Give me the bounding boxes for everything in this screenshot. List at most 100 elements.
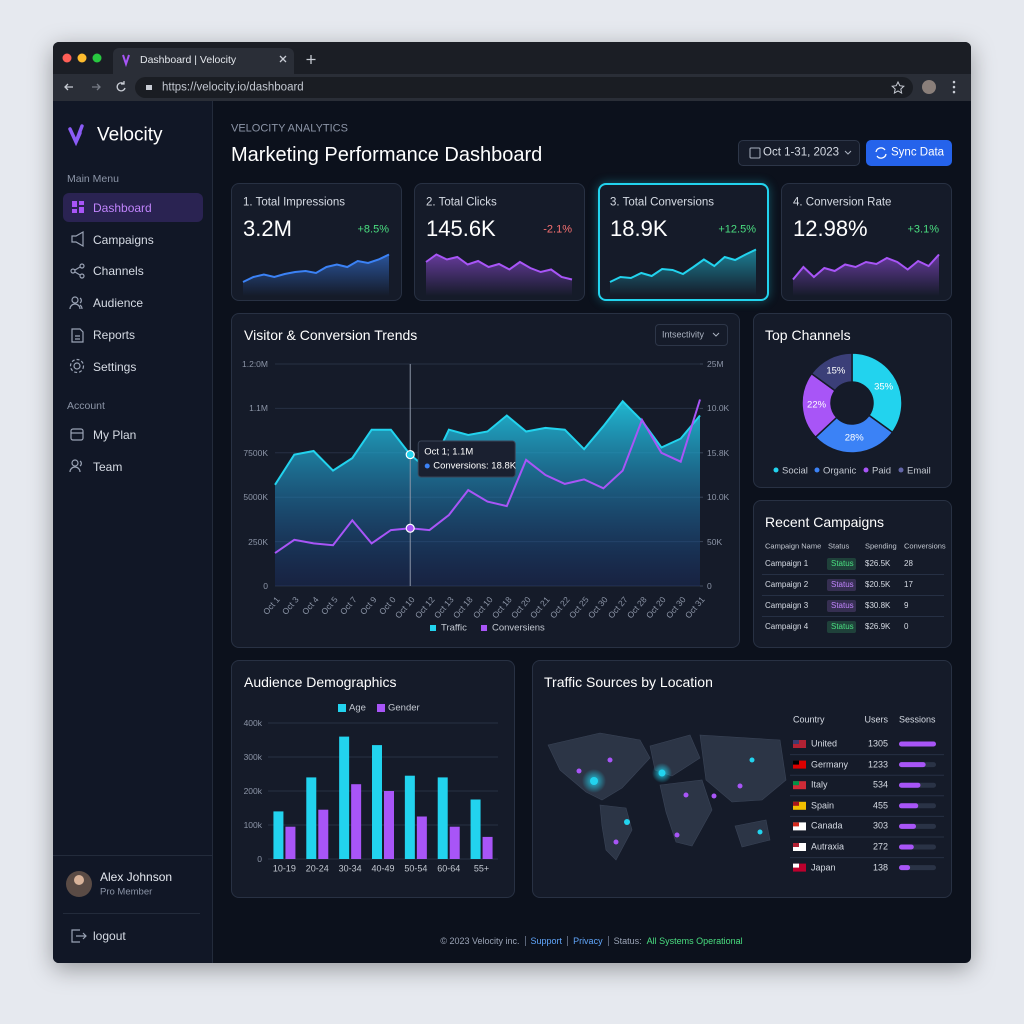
menu-item[interactable]: Settings — [93, 359, 137, 374]
y2-tick-label: 0 — [707, 580, 712, 591]
page-title: Marketing Performance Dashboard — [231, 144, 543, 166]
favicon — [122, 54, 130, 68]
users: 138 — [872, 862, 888, 873]
sparkline-fill — [426, 254, 572, 296]
url-field[interactable] — [135, 77, 913, 98]
date-picker[interactable] — [738, 140, 860, 166]
legend-swatch — [377, 704, 385, 712]
tooltip-title: Oct 1; 1.1M — [424, 446, 474, 458]
y-tick-label: 5000K — [243, 491, 268, 502]
user-name: Alex Johnson — [100, 870, 173, 884]
session-bar — [899, 865, 911, 871]
bar — [470, 799, 481, 859]
window-controls — [62, 53, 102, 63]
x-tick-label: 10-19 — [272, 863, 296, 874]
menu-item[interactable]: My Plan — [93, 428, 137, 442]
kpi-change: +8.5% — [357, 223, 390, 236]
legend-dot — [814, 467, 820, 473]
flag — [793, 863, 799, 868]
kpi-value: 18.9K — [610, 216, 668, 241]
status-label: Status — [831, 622, 854, 631]
y2-tick-label: 50K — [707, 536, 723, 547]
footer-link[interactable]: Support — [524, 936, 562, 946]
flag — [793, 760, 799, 765]
bookmark-star[interactable] — [891, 80, 905, 94]
copyright: © 2023 Velocity inc. — [440, 936, 520, 946]
session-bar — [899, 823, 917, 829]
bar — [318, 809, 329, 859]
tab[interactable] — [113, 48, 294, 74]
profile-avatar[interactable] — [922, 80, 936, 94]
table-cell: $20.5K — [865, 580, 891, 589]
x-tick-label: 40-49 — [371, 863, 395, 874]
slice-label: 28% — [844, 432, 864, 444]
slice-label: 15% — [826, 365, 846, 377]
donut-slice — [814, 414, 894, 454]
flag — [793, 822, 806, 831]
menu-item[interactable]: Channels — [93, 264, 144, 279]
sync-icon — [875, 147, 887, 159]
divider — [63, 913, 200, 914]
tooltip-text: Conversions: 18.8K — [433, 460, 517, 472]
flag — [793, 801, 799, 806]
flag — [793, 740, 799, 744]
table-cell: 17 — [904, 580, 913, 589]
legend-label: Age — [349, 702, 366, 714]
menu-item[interactable]: Campaigns — [93, 232, 154, 247]
tab-close[interactable] — [279, 55, 287, 63]
tooltip-dot — [424, 463, 430, 469]
series-line — [274, 399, 701, 486]
table-cell: $26.5K — [865, 559, 891, 568]
menu-item[interactable]: Reports — [93, 327, 136, 342]
y-tick-label: 1.1M — [249, 403, 268, 414]
map-markers — [576, 757, 763, 845]
status-text: All Systems Operational — [646, 936, 743, 946]
table-cell: Campaign 3 — [765, 601, 809, 610]
panel-title: Top Channels — [765, 327, 851, 343]
table-cell: $30.8K — [865, 601, 891, 610]
legend-label: Paid — [872, 465, 892, 477]
kpi-label: 1. Total Impressions — [243, 196, 346, 209]
menu-heading: Account — [67, 399, 105, 412]
minimize-dot[interactable] — [77, 53, 87, 63]
y2-tick-label: 15.8K — [707, 447, 730, 458]
filter-label[interactable]: Intsectivity — [662, 329, 705, 340]
session-bar — [899, 782, 921, 788]
flag — [793, 781, 806, 790]
session-bar — [899, 762, 926, 768]
table-cell: Campaign 2 — [765, 580, 809, 589]
active-menu-item[interactable] — [63, 193, 203, 222]
country: Canada — [811, 820, 843, 831]
sync-button[interactable] — [866, 140, 952, 166]
footer-link[interactable]: Privacy — [567, 936, 603, 946]
menu-item[interactable]: Team — [93, 459, 123, 474]
close-dot[interactable] — [62, 53, 72, 63]
forward-button[interactable] — [92, 83, 101, 91]
bar — [339, 736, 350, 859]
bar — [482, 836, 493, 859]
table-cell: 28 — [904, 559, 913, 568]
filter-dropdown[interactable] — [655, 324, 728, 346]
legend-dot — [898, 467, 904, 473]
reload-button[interactable] — [116, 81, 126, 92]
back-button[interactable] — [64, 83, 73, 91]
legend-label: Email — [907, 465, 931, 477]
series-line — [274, 399, 701, 554]
flag — [793, 740, 806, 748]
column-header: Status — [828, 541, 850, 551]
logout[interactable]: logout — [93, 929, 126, 943]
kpi-label: 3. Total Conversions — [610, 196, 714, 209]
chevron — [844, 150, 852, 155]
country: Italy — [811, 779, 828, 790]
legend-dot — [863, 467, 869, 473]
y2-tick-label: 10.0K — [707, 403, 730, 414]
menu-item[interactable]: Dashboard — [93, 201, 152, 215]
menu-item[interactable]: Audience — [93, 296, 144, 311]
new-tab[interactable] — [306, 55, 316, 64]
y-tick-label: 0 — [257, 853, 262, 864]
users: 1305 — [867, 738, 888, 749]
users: 1233 — [867, 759, 888, 770]
maximize-dot[interactable] — [92, 53, 102, 63]
y-tick-label: 100k — [243, 819, 262, 830]
